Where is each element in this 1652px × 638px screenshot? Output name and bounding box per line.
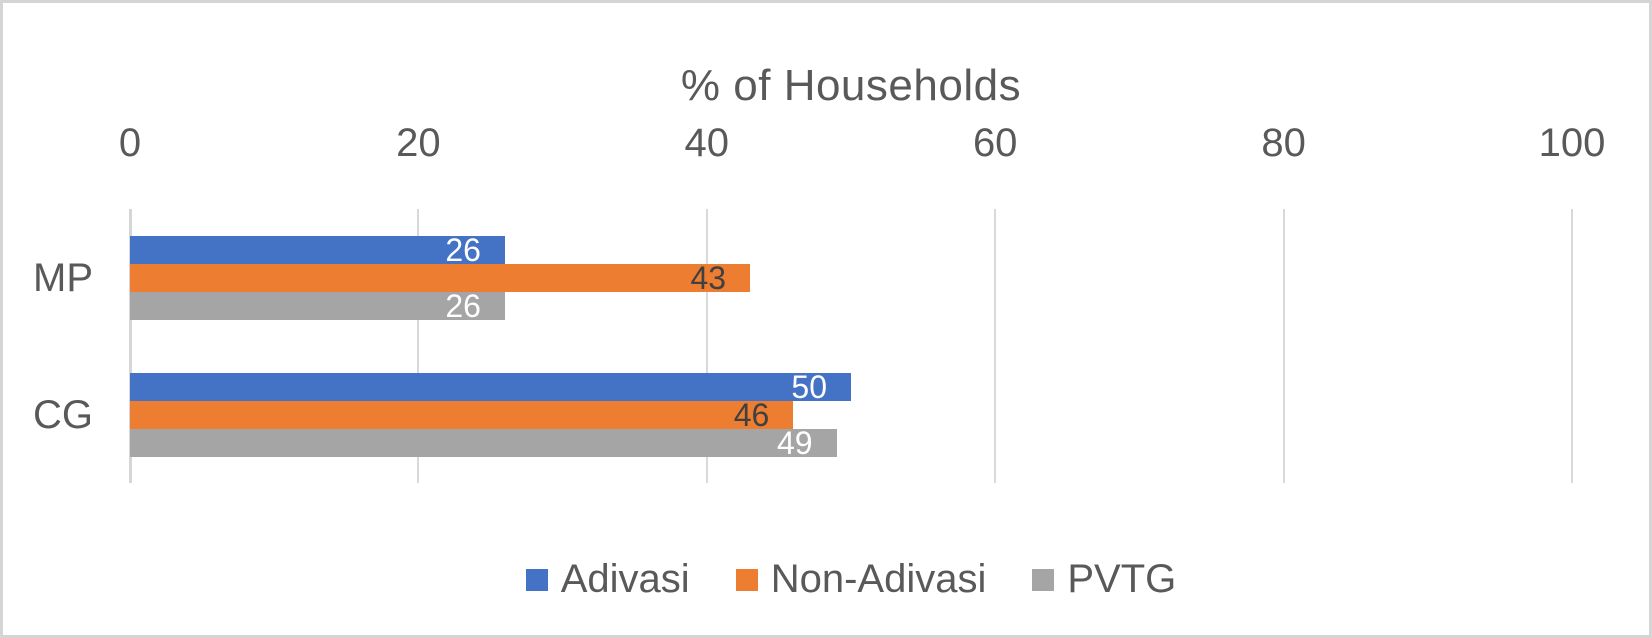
bar-value-label: 43 [690, 259, 727, 296]
legend-label: Non-Adivasi [770, 557, 987, 601]
x-tick-label: 40 [684, 121, 730, 165]
plot-area: 26 43 26 50 46 49 [129, 209, 1573, 483]
legend-item-Adivasi: Adivasi [525, 557, 690, 602]
legend: Adivasi Non-Adivasi PVTG [130, 557, 1572, 602]
bar-value-label: 26 [445, 287, 481, 324]
legend-swatch-icon [1032, 568, 1055, 591]
x-tick-label: 100 [1538, 121, 1606, 165]
x-tick-label: 0 [118, 121, 142, 165]
bar-MP-Non-Adivasi: 43 [130, 259, 751, 296]
bar-value-label: 26 [445, 231, 481, 268]
x-tick-label: 60 [972, 121, 1018, 165]
gridline [1282, 209, 1285, 483]
bar-value-label: 50 [791, 368, 827, 405]
bar-CG-PVTG: 49 [130, 424, 837, 461]
bar-value-label: 49 [776, 424, 813, 461]
bar-MP-PVTG: 26 [130, 287, 505, 324]
legend-item-Non-Adivasi: Non-Adivasi [735, 557, 987, 602]
bar-value-label: 46 [733, 396, 770, 433]
gridline [1571, 209, 1573, 483]
x-tick-label: 20 [396, 121, 441, 165]
category-axis-line [129, 209, 132, 483]
bar-CG-Non-Adivasi: 46 [130, 396, 794, 433]
category-label-MP: MP [33, 255, 93, 300]
legend-swatch-icon [735, 568, 758, 591]
legend-item-PVTG: PVTG [1032, 557, 1176, 602]
gridline [417, 209, 420, 483]
bar-MP-Adivasi: 26 [130, 231, 505, 268]
category-label-CG: CG [33, 392, 93, 437]
bar-CG-Adivasi: 50 [130, 368, 851, 405]
legend-swatch-icon [525, 568, 548, 591]
gridline [705, 209, 708, 483]
legend-label: Adivasi [560, 557, 690, 601]
x-tick-label: 80 [1261, 121, 1306, 165]
legend-label: PVTG [1067, 557, 1177, 601]
chart-title: % of Households [680, 61, 1022, 110]
gridline [994, 209, 997, 483]
